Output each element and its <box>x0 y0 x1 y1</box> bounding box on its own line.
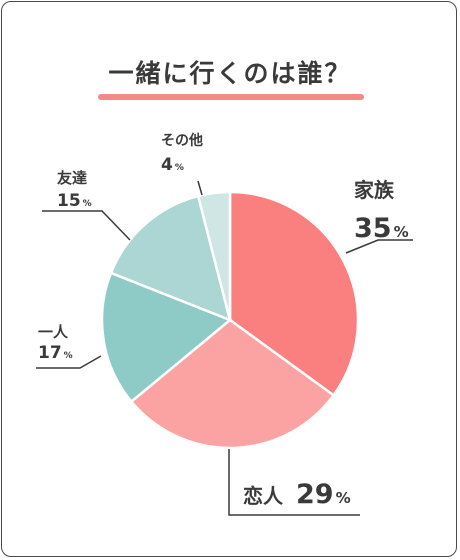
leader-line-1 <box>228 449 360 516</box>
pie-slice-4 <box>196 190 232 321</box>
slice-label-1: 恋人 <box>243 484 284 508</box>
slice-value-4: 4% <box>161 155 184 175</box>
leader-line-0 <box>345 239 413 254</box>
slice-label-0: 家族 <box>354 178 395 202</box>
leader-line-3 <box>36 355 102 369</box>
slice-label-3: 友達 <box>57 169 87 187</box>
pie-slice-1 <box>129 318 336 450</box>
leader-line-2 <box>42 210 131 241</box>
leader-line-4 <box>197 180 203 196</box>
chart-title: 一緒に行くのは誰？ <box>108 59 352 88</box>
slice-label-4: その他 <box>161 132 203 149</box>
slice-value-1: 29% <box>296 479 351 510</box>
slice-label-2: 一人 <box>38 323 69 341</box>
slice-value-2: 17% <box>38 343 73 363</box>
pie-slice-0 <box>228 190 360 397</box>
pie-slice-3 <box>109 194 232 323</box>
pie-slice-2 <box>100 271 233 404</box>
slice-value-3: 15% <box>57 191 92 211</box>
slice-value-0: 35% <box>354 213 409 244</box>
title-underline <box>98 94 364 100</box>
